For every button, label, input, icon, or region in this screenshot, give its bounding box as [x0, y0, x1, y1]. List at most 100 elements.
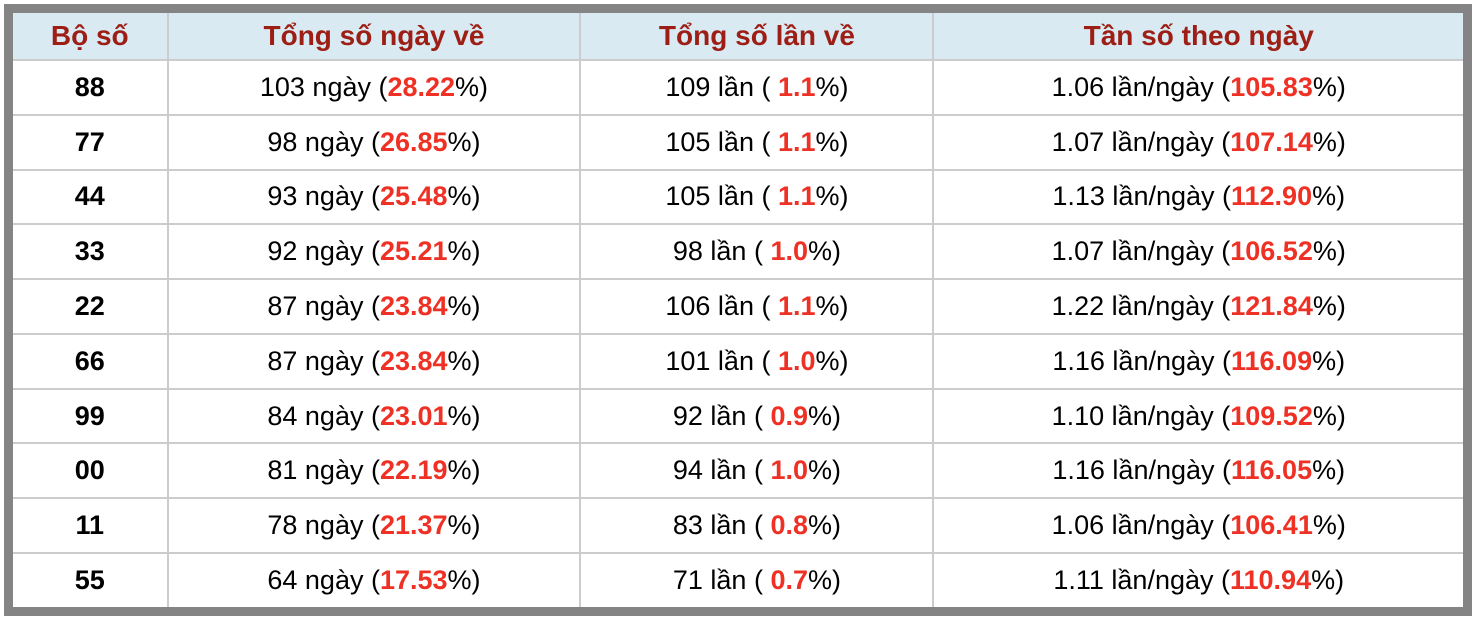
days-percent: 21.37 — [379, 510, 448, 541]
times-text: 83 lần ( — [672, 510, 771, 541]
days-text: 92 ngày ( — [267, 236, 380, 267]
freq-cell: 1.13 lần/ngày (112.90%) — [932, 168, 1469, 226]
days-percent: 23.01 — [379, 400, 448, 431]
times-cell: 105 lần ( 1.1%) — [579, 113, 935, 171]
col-header-total-days: Tổng số ngày về — [166, 7, 582, 61]
table-row: 77 98 ngày (26.85%) 105 lần ( 1.1%) 1.07… — [7, 113, 1469, 171]
times-cell: 83 lần ( 0.8%) — [579, 497, 935, 555]
days-text: 98 ngày ( — [267, 126, 380, 157]
freq-text: 1.06 lần/ngày ( — [1051, 71, 1231, 102]
times-percent: 0.7 — [770, 565, 808, 596]
freq-text: 1.11 lần/ngày ( — [1053, 565, 1230, 596]
days-text: 87 ngày ( — [267, 291, 380, 322]
freq-percent: 116.09 — [1231, 345, 1313, 376]
table-row: 55 64 ngày (17.53%) 71 lần ( 0.7%) 1.11 … — [7, 552, 1469, 613]
table-row: 44 93 ngày (25.48%) 105 lần ( 1.1%) 1.13… — [7, 168, 1469, 226]
freq-percent: 110.94 — [1230, 565, 1312, 596]
freq-suffix: %) — [1312, 71, 1346, 102]
pair-cell: 44 — [7, 168, 169, 226]
days-suffix: %) — [447, 510, 481, 541]
times-text: 106 lần ( — [665, 291, 778, 322]
times-cell: 71 lần ( 0.7%) — [579, 552, 935, 613]
pair-cell: 99 — [7, 387, 169, 445]
freq-percent: 121.84 — [1230, 291, 1313, 322]
freq-cell: 1.10 lần/ngày (109.52%) — [932, 387, 1469, 445]
times-suffix: %) — [807, 510, 841, 541]
pair-cell: 22 — [7, 278, 169, 335]
times-cell: 92 lần ( 0.9%) — [579, 387, 935, 445]
pair-cell: 77 — [7, 113, 169, 171]
days-cell: 103 ngày (28.22%) — [166, 59, 582, 116]
times-suffix: %) — [807, 236, 841, 267]
times-percent: 1.0 — [770, 236, 808, 267]
days-text: 78 ngày ( — [267, 510, 380, 541]
freq-cell: 1.06 lần/ngày (105.83%) — [932, 59, 1469, 116]
freq-percent: 116.05 — [1231, 455, 1313, 486]
table-row: 22 87 ngày (23.84%) 106 lần ( 1.1%) 1.22… — [7, 278, 1469, 335]
freq-text: 1.07 lần/ngày ( — [1051, 236, 1231, 267]
freq-text: 1.16 lần/ngày ( — [1052, 455, 1231, 486]
days-percent: 23.84 — [379, 291, 448, 322]
table-row: 99 84 ngày (23.01%) 92 lần ( 0.9%) 1.10 … — [7, 387, 1469, 445]
freq-cell: 1.07 lần/ngày (107.14%) — [932, 113, 1469, 171]
times-cell: 101 lần ( 1.0%) — [579, 332, 935, 390]
days-suffix: %) — [447, 455, 481, 486]
pair-cell: 66 — [7, 332, 169, 390]
days-suffix: %) — [447, 345, 481, 376]
freq-text: 1.07 lần/ngày ( — [1051, 126, 1231, 157]
freq-cell: 1.06 lần/ngày (106.41%) — [932, 497, 1469, 555]
freq-suffix: %) — [1312, 510, 1346, 541]
days-percent: 26.85 — [379, 126, 448, 157]
days-suffix: %) — [447, 565, 481, 596]
table-row: 33 92 ngày (25.21%) 98 lần ( 1.0%) 1.07 … — [7, 223, 1469, 281]
times-percent: 0.9 — [770, 400, 808, 431]
times-suffix: %) — [815, 126, 849, 157]
times-percent: 1.0 — [777, 345, 816, 376]
times-text: 71 lần ( — [672, 565, 771, 596]
days-cell: 98 ngày (26.85%) — [166, 113, 582, 171]
col-header-total-times: Tổng số lần về — [579, 7, 935, 61]
days-percent: 25.21 — [379, 236, 448, 267]
times-text: 109 lần ( — [665, 71, 778, 102]
days-percent: 28.22 — [387, 71, 456, 102]
times-cell: 105 lần ( 1.1%) — [579, 168, 935, 226]
pair-stats-table: Bộ số Tổng số ngày về Tổng số lần về Tần… — [4, 4, 1472, 616]
table-row: 66 87 ngày (23.84%) 101 lần ( 1.0%) 1.16… — [7, 332, 1469, 390]
days-suffix: %) — [447, 400, 481, 431]
days-cell: 87 ngày (23.84%) — [166, 278, 582, 335]
times-cell: 94 lần ( 1.0%) — [579, 442, 935, 500]
times-cell: 98 lần ( 1.0%) — [579, 223, 935, 281]
times-suffix: %) — [807, 565, 841, 596]
table-row: 88 103 ngày (28.22%) 109 lần ( 1.1%) 1.0… — [7, 59, 1469, 116]
times-text: 94 lần ( — [672, 455, 771, 486]
col-header-pair: Bộ số — [7, 7, 169, 61]
days-text: 93 ngày ( — [267, 181, 380, 212]
col-header-frequency: Tần số theo ngày — [932, 7, 1469, 61]
freq-text: 1.06 lần/ngày ( — [1051, 510, 1231, 541]
freq-text: 1.16 lần/ngày ( — [1052, 345, 1231, 376]
table-row: 11 78 ngày (21.37%) 83 lần ( 0.8%) 1.06 … — [7, 497, 1469, 555]
freq-suffix: %) — [1312, 181, 1346, 212]
times-suffix: %) — [815, 181, 849, 212]
table-row: 00 81 ngày (22.19%) 94 lần ( 1.0%) 1.16 … — [7, 442, 1469, 500]
times-text: 92 lần ( — [672, 400, 771, 431]
freq-suffix: %) — [1312, 291, 1346, 322]
freq-text: 1.13 lần/ngày ( — [1052, 181, 1231, 212]
times-text: 101 lần ( — [665, 345, 778, 376]
freq-text: 1.10 lần/ngày ( — [1051, 400, 1231, 431]
times-suffix: %) — [815, 291, 849, 322]
days-text: 64 ngày ( — [267, 565, 380, 596]
times-text: 105 lần ( — [665, 181, 778, 212]
days-text: 81 ngày ( — [267, 455, 380, 486]
freq-cell: 1.16 lần/ngày (116.09%) — [932, 332, 1469, 390]
days-text: 84 ngày ( — [267, 400, 380, 431]
freq-cell: 1.07 lần/ngày (106.52%) — [932, 223, 1469, 281]
pair-cell: 11 — [7, 497, 169, 555]
freq-suffix: %) — [1311, 565, 1345, 596]
days-cell: 78 ngày (21.37%) — [166, 497, 582, 555]
times-percent: 0.8 — [770, 510, 808, 541]
freq-percent: 106.52 — [1230, 236, 1313, 267]
times-percent: 1.1 — [777, 291, 816, 322]
freq-percent: 107.14 — [1230, 126, 1313, 157]
pair-cell: 33 — [7, 223, 169, 281]
